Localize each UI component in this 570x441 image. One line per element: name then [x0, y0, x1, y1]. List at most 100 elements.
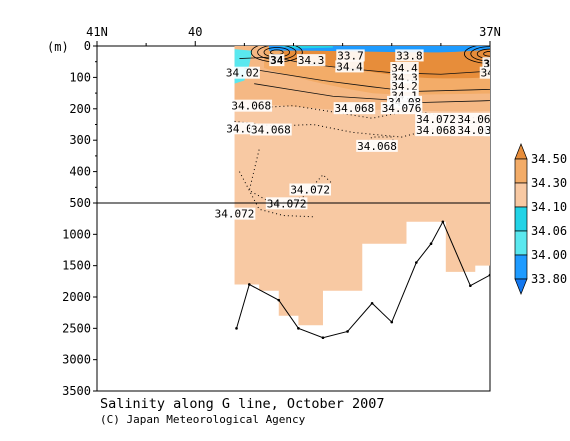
y-tick-label: 500 [69, 196, 91, 210]
colorbar-swatch [514, 182, 528, 208]
bottom-profile-layer [235, 220, 506, 340]
contour-label: 34.068 [335, 102, 375, 115]
contour-label-box [296, 54, 326, 67]
x-tick-label: 40 [188, 25, 202, 39]
y-tick-label: 1000 [62, 227, 91, 241]
colorbar-label: 34.06 [531, 224, 567, 238]
chart-title: Salinity along G line, October 2007 [100, 396, 384, 412]
bottom-profile-point [390, 320, 394, 324]
contour-label: 34.068 [231, 100, 271, 113]
y-tick-label: 100 [69, 70, 91, 84]
bottom-profile-point [247, 283, 251, 286]
colorbar-swatch [514, 230, 528, 256]
colorbar-label: 34.00 [531, 248, 567, 262]
bottom-profile-point [488, 273, 490, 277]
colorbar: 34.50 34.30 34.10 34.06 34.00 33.80 [514, 143, 567, 295]
colorbar-swatch [514, 254, 528, 280]
contour-label-box [269, 54, 285, 67]
contour-label: 34.4 [481, 67, 508, 80]
bottom-profile-point [441, 220, 445, 224]
contour-label-box [225, 122, 254, 135]
contour-label: 34.02 [226, 67, 259, 80]
layer-34-30 [283, 46, 490, 79]
bottom-profile-point [429, 242, 433, 246]
contour-label: 34.3 [298, 54, 325, 67]
contour-label-box [395, 49, 424, 62]
contour-label-box [335, 60, 364, 73]
credit-text: (C) Japan Meteorological Agency [100, 413, 306, 426]
contour-label-box [333, 102, 376, 115]
y-tick-label: 3000 [62, 353, 91, 367]
contour-label-box [336, 49, 365, 62]
bottom-profile-point [297, 327, 300, 330]
contour-label-box [289, 183, 332, 196]
bottom-profile-point [235, 327, 238, 330]
contour-label-box [390, 80, 419, 93]
contour-label-box [390, 61, 419, 74]
contour-label: 34.072 [416, 113, 456, 126]
colorbar-label: 34.10 [531, 200, 567, 214]
axis-layer: 41N 40 37N 0 100 200 300 400 500 1000 1500 2000 2500… [62, 25, 501, 398]
contour-label: 34.072 [290, 183, 330, 196]
eddy-contour [476, 48, 490, 60]
bottom-profile-point [346, 330, 349, 333]
eddy-contour [483, 51, 490, 57]
contour-label-box [380, 102, 423, 115]
colorbar-swatch [514, 158, 528, 184]
contour-label-box [230, 99, 273, 112]
bottom-profile-point [503, 271, 506, 274]
contour-label: 34.068 [251, 124, 291, 137]
y-tick-label: 300 [69, 133, 91, 147]
solid-contour [254, 83, 490, 103]
solid-contour [244, 67, 490, 92]
contour-label-box [482, 57, 490, 70]
contour-label: 34.072 [215, 208, 255, 221]
contour-label-box [456, 112, 490, 125]
y-unit-label: (m) [47, 40, 69, 54]
contour-label: 34.072 [267, 197, 307, 210]
colorbar-label: 33.80 [531, 272, 567, 286]
contour-label: 34.068 [457, 124, 497, 137]
bottom-profile-point [370, 301, 374, 305]
contour-label: 34.076 [485, 124, 525, 137]
colorbar-top-arrow [514, 143, 528, 160]
x-tick-label: 41N [86, 25, 108, 39]
colorbar-label: 34.30 [531, 176, 567, 190]
contour-label-box [483, 124, 490, 137]
contour-label-layer: 3434.333.734.433.834.434.334.234.134.083… [213, 49, 525, 221]
contour-label: 33.7 [337, 49, 364, 62]
bottom-profile-point [321, 336, 325, 340]
contour-label-box [456, 124, 490, 137]
dotted-contour [248, 149, 334, 205]
contour-label-box [415, 124, 457, 137]
contour-label: 33.8 [396, 49, 423, 62]
colorbar-swatch [514, 206, 528, 232]
bottom-profile-point [469, 284, 472, 288]
contour-label: 34.068 [357, 140, 397, 153]
colorbar-label: 34.50 [531, 152, 567, 166]
y-tick-label: 2500 [62, 321, 91, 335]
y-tick-label: 1500 [62, 259, 91, 273]
contour-label-box [250, 123, 292, 136]
contour-label: 34 [270, 54, 284, 67]
contour-label-box [356, 139, 398, 152]
colorbar-bottom-arrow [514, 278, 528, 295]
y-tick-label: 200 [69, 102, 91, 116]
y-tick-label: 0 [84, 39, 91, 53]
y-tick-label: 400 [69, 165, 91, 179]
contour-label: 34.068 [457, 113, 497, 126]
y-tick-label: 3500 [62, 384, 91, 398]
bottom-profile-point [277, 298, 281, 302]
contour-label: 34 [483, 57, 497, 70]
contour-label: 34.068 [416, 124, 456, 137]
x-tick-label: 37N [479, 25, 501, 39]
contour-label: 34.0 [226, 122, 253, 135]
y-tick-label: 2000 [62, 290, 91, 304]
contour-label-box [213, 207, 256, 220]
bottom-profile-point [415, 261, 418, 264]
contour-label: 34.076 [382, 102, 422, 115]
contour-label-box [415, 112, 457, 125]
contour-label: 34.4 [336, 60, 363, 73]
contour-label-box [479, 66, 490, 79]
